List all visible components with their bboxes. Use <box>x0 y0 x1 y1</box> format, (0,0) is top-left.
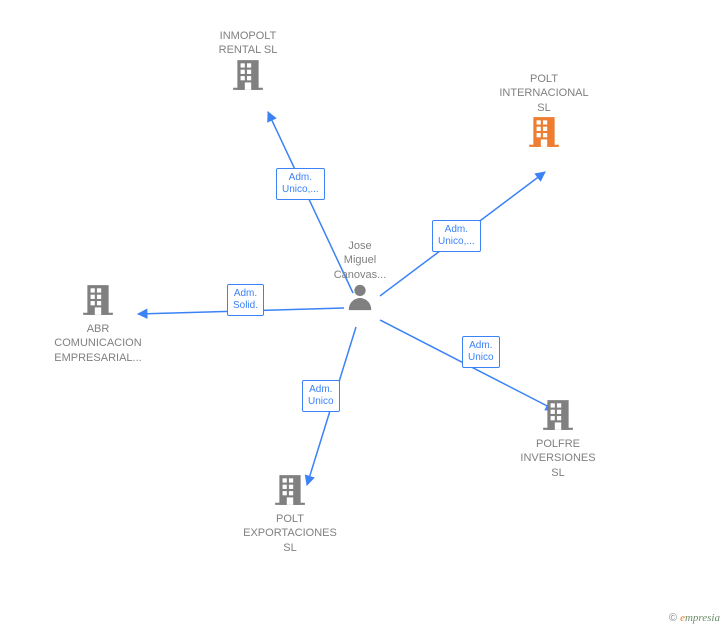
company-label: POLTEXPORTACIONESSL <box>225 512 355 555</box>
building-icon <box>273 473 307 507</box>
company-node[interactable]: POLTINTERNACIONALSL <box>479 72 609 154</box>
watermark: © empresia <box>669 612 720 624</box>
company-label: POLTINTERNACIONALSL <box>479 72 609 115</box>
copyright-symbol: © <box>669 612 677 624</box>
company-node[interactable]: ABRCOMUNICACIONEMPRESARIAL... <box>33 283 163 365</box>
company-node[interactable]: POLTEXPORTACIONESSL <box>225 473 355 555</box>
edge-label: Adm.Unico,... <box>432 220 481 252</box>
edge-label: Adm.Unico,... <box>276 168 325 200</box>
company-node[interactable]: INMOPOLTRENTAL SL <box>183 29 313 97</box>
person-node[interactable]: JoseMiguelCanovas... <box>305 239 415 317</box>
edge-label: Adm.Solid. <box>227 284 264 316</box>
building-icon <box>81 283 115 317</box>
company-label: POLFREINVERSIONESSL <box>493 437 623 480</box>
building-icon <box>541 398 575 432</box>
edge-label: Adm.Unico <box>462 336 500 368</box>
building-icon <box>231 58 265 92</box>
company-label: INMOPOLTRENTAL SL <box>183 29 313 58</box>
person-icon <box>345 282 375 312</box>
edge-label: Adm.Unico <box>302 380 340 412</box>
building-icon <box>527 115 561 149</box>
company-node[interactable]: POLFREINVERSIONESSL <box>493 398 623 480</box>
diagram-canvas: Adm.Unico,... Adm.Unico,... Adm.Solid. Adm.… <box>0 0 728 630</box>
company-label: ABRCOMUNICACIONEMPRESARIAL... <box>33 322 163 365</box>
watermark-rest: mpresia <box>685 612 720 624</box>
person-label: JoseMiguelCanovas... <box>305 239 415 282</box>
